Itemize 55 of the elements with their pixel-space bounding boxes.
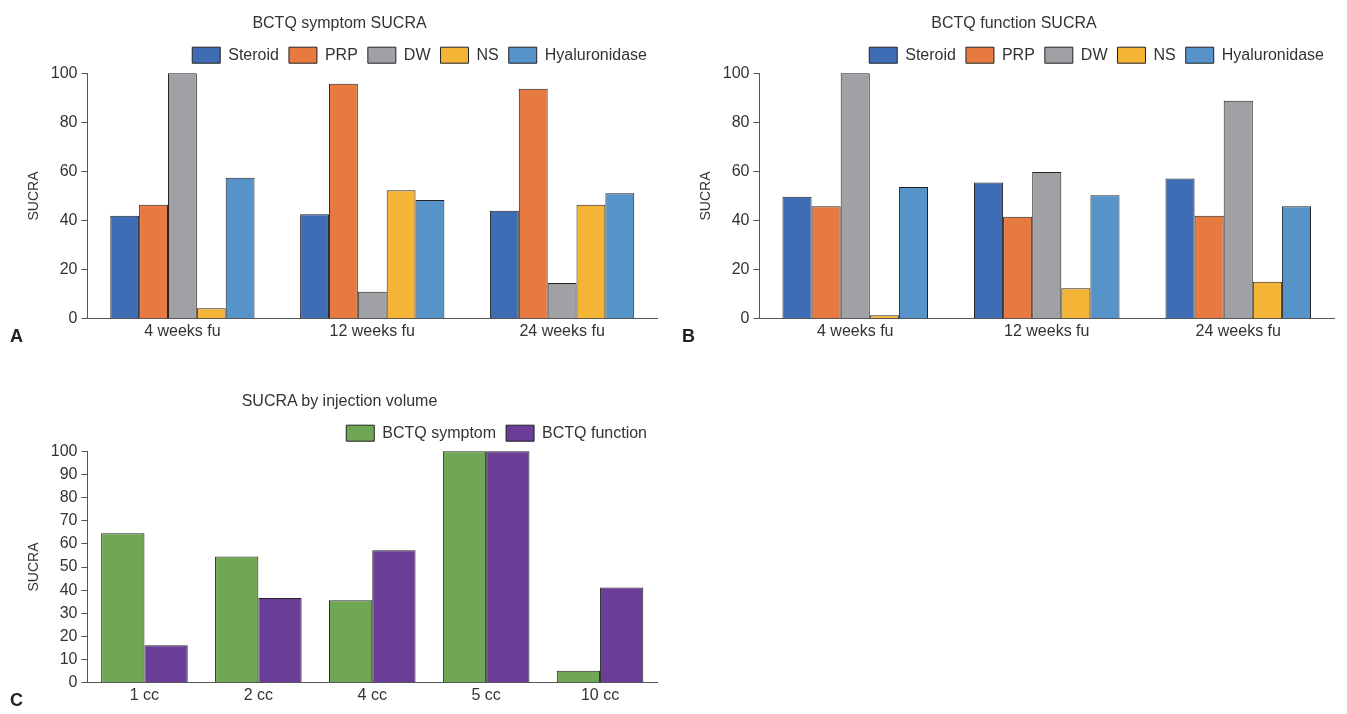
x-tick-label: 4 cc	[357, 685, 387, 703]
y-tick-label: 80	[731, 112, 750, 130]
y-tick-label: 70	[59, 511, 78, 529]
y-tick-label: 20	[59, 260, 78, 278]
x-tick-label: 4 weeks fu	[817, 321, 894, 339]
y-tick-label: 40	[731, 210, 750, 228]
legend-label: BCTQ symptom	[382, 423, 497, 441]
x-tick-label: 10 cc	[580, 685, 620, 703]
x-tick-label: 12 weeks fu	[1004, 321, 1090, 339]
y-tick-label: 100	[50, 441, 78, 459]
legend-label: Steroid	[905, 45, 956, 63]
text: B	[682, 325, 695, 346]
y-tick-label: 100	[722, 63, 750, 81]
y-tick-label: 30	[59, 603, 78, 621]
y-tick-label: 20	[731, 260, 750, 278]
x-tick-label: 2 cc	[243, 685, 274, 703]
legend-label: NS	[476, 45, 499, 63]
legend-label: Hyaluronidase	[544, 45, 648, 63]
x-tick-label: 24 weeks fu	[1195, 321, 1281, 339]
y-axis-title: SUCRA	[25, 170, 42, 221]
legend-label: DW	[403, 45, 432, 63]
legend-label: BCTQ function	[542, 423, 648, 441]
x-tick-label: 1 cc	[129, 685, 160, 703]
legend-label: Steroid	[228, 45, 279, 63]
y-tick-label: 100	[50, 63, 78, 81]
y-tick-label: 40	[59, 580, 78, 598]
y-tick-label: 0	[740, 309, 750, 327]
y-tick-label: 60	[59, 161, 78, 179]
y-axis-title: SUCRA	[697, 170, 714, 221]
y-tick-label: 80	[59, 487, 78, 505]
legend-label: Hyaluronidase	[1221, 45, 1325, 63]
y-tick-label: 50	[59, 557, 78, 575]
y-tick-label: 40	[59, 210, 78, 228]
legend-label: NS	[1153, 45, 1176, 63]
text: C	[10, 689, 23, 710]
x-tick-label: 5 cc	[471, 685, 501, 703]
y-tick-label: 20	[59, 626, 78, 644]
legend-label: PRP	[1001, 45, 1035, 63]
x-tick-label: 24 weeks fu	[519, 321, 605, 339]
x-tick-label: 12 weeks fu	[329, 321, 415, 339]
y-tick-label: 10	[59, 650, 78, 668]
chart-title: SUCRA by injection volume	[241, 392, 438, 410]
y-tick-label: 0	[68, 673, 78, 691]
y-tick-label: 60	[731, 161, 750, 179]
y-axis-title: SUCRA	[25, 541, 42, 592]
y-tick-label: 80	[59, 112, 78, 130]
y-tick-label: 90	[59, 464, 78, 482]
text: A	[10, 325, 23, 346]
x-tick-label: 4 weeks fu	[144, 321, 221, 339]
legend-label: DW	[1080, 45, 1109, 63]
y-tick-label: 60	[59, 534, 78, 552]
chart-title: BCTQ symptom SUCRA	[252, 14, 427, 32]
y-tick-label: 0	[68, 309, 78, 327]
chart-title: BCTQ function SUCRA	[931, 14, 1098, 32]
legend-label: PRP	[324, 45, 358, 63]
